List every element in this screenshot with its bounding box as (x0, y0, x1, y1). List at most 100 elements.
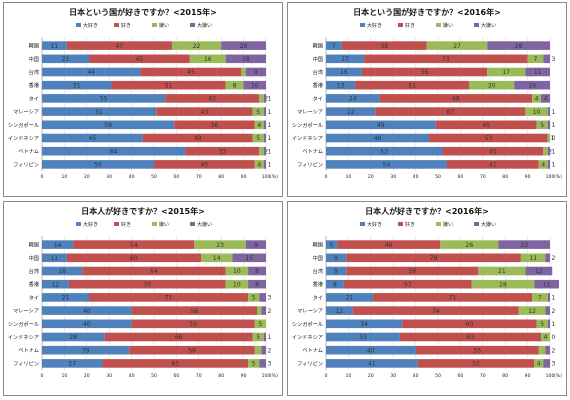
data-label: 10 (233, 281, 241, 288)
data-label: 4 (257, 162, 261, 169)
data-label: 34 (360, 321, 368, 328)
legend-swatch-daisuki (360, 23, 365, 27)
bar-segment-daisuki (326, 133, 430, 143)
category-label: タイ (29, 94, 39, 102)
data-label: 50 (94, 162, 102, 169)
x-tick-label: 0 (41, 174, 44, 180)
bar-segment-daikirai (543, 359, 550, 368)
legend-swatch-daisuki (360, 222, 365, 226)
data-label: 39 (82, 347, 90, 354)
bar-segment-daikirai (263, 160, 266, 169)
bar-segment-daisuki (326, 279, 344, 289)
data-label: 46 (374, 135, 382, 142)
bar-segment-daikirai (263, 332, 266, 342)
bar-segment-kirai (254, 120, 264, 130)
bar-segment-daisuki (42, 279, 69, 289)
chart-title: 日本という国が好きですか？<2016年> (353, 7, 501, 17)
data-label: 15 (245, 255, 253, 262)
bar-segment-suki (337, 240, 441, 249)
chart-title: 日本という国が好きですか？<2015年> (69, 7, 217, 17)
data-label: 8 (233, 82, 237, 89)
category-label: タイ (29, 293, 39, 301)
category-label: フィリピン (297, 360, 323, 367)
data-label: 3 (552, 361, 556, 368)
bar-segment-daikirai (221, 41, 266, 50)
bar-segment-kirai (248, 293, 260, 302)
x-tick-label: 40 (129, 174, 135, 180)
x-tick-label: 20 (84, 174, 90, 180)
data-label: 56 (421, 69, 429, 76)
bar-segment-kirai (241, 67, 246, 77)
data-label: 60 (130, 255, 138, 262)
data-label: 54 (130, 242, 138, 249)
data-label: 1 (552, 122, 556, 129)
data-label: 8 (333, 281, 337, 288)
data-label: 36 (211, 122, 219, 129)
bar-segment-kirai (201, 253, 233, 263)
bar-segment-suki (343, 279, 472, 289)
bar-segment-daisuki (42, 306, 132, 315)
data-label: 38 (380, 43, 388, 50)
data-label: 60 (466, 321, 474, 328)
bar-segment-suki (435, 120, 537, 130)
data-label: 24 (349, 96, 357, 103)
bar-segment-kirai (536, 120, 548, 130)
data-label: 27 (453, 43, 461, 50)
bar-segment-daikirai (547, 293, 550, 302)
bar-segment-kirai (259, 94, 264, 103)
legend-swatch-suki (398, 222, 403, 226)
data-label: 2 (548, 148, 552, 155)
legend-swatch-suki (114, 23, 119, 27)
bar-segment-daisuki (42, 146, 186, 156)
category-label: マレーシア (297, 109, 323, 116)
bar-segment-kirai (541, 332, 550, 342)
bar-segment-kirai (254, 160, 264, 169)
x-tick-label: 0 (41, 373, 44, 379)
legend-swatch-daikirai (474, 222, 479, 226)
bar-segment-kirai (532, 94, 542, 103)
x-tick-label: 40 (129, 373, 135, 379)
bar-segment-kirai (520, 253, 546, 263)
data-label: 5 (330, 242, 334, 249)
data-label: 4 (544, 96, 548, 103)
data-label: 7 (538, 295, 542, 302)
data-label: 59 (408, 268, 416, 275)
legend-label-daisuki: 大好き (367, 22, 382, 29)
bar-segment-suki (373, 293, 533, 302)
legend-swatch-daikirai (190, 23, 195, 27)
bar-segment-kirai (225, 279, 249, 289)
data-label: 1 (552, 109, 556, 116)
bar-segment-kirai (426, 41, 488, 50)
bar-segment-suki (417, 359, 535, 368)
category-label: マレーシア (13, 109, 39, 116)
bar-segment-suki (111, 80, 226, 90)
data-label: 51 (165, 82, 173, 89)
data-label: 56 (188, 347, 196, 354)
bar-segment-daikirai (543, 54, 550, 64)
data-label: 52 (472, 361, 480, 368)
data-label: 22 (347, 109, 355, 116)
legend-label-daikirai: 大嫌い (197, 22, 212, 29)
bar-segment-kirai (538, 160, 548, 169)
data-label: 12 (528, 308, 536, 315)
bar-segment-daisuki (42, 345, 130, 355)
data-label: 5 (256, 334, 260, 341)
category-label: マレーシア (13, 308, 39, 315)
data-label: 4 (257, 122, 261, 129)
data-label: 11 (543, 281, 551, 288)
legend-label-kirai: 嫌い (159, 22, 169, 29)
category-label: 台湾 (29, 267, 39, 275)
chart-panel-country-2015: 日本という国が好きですか？<2015年> 大好き 好き 嫌い 大嫌い 0 10 20 30 40 5… (3, 2, 283, 197)
bar-segment-daisuki (42, 253, 67, 263)
bar-segment-suki (89, 54, 190, 64)
bar-segment-kirai (252, 107, 264, 116)
bar-segment-suki (165, 94, 260, 103)
bar-segment-suki (129, 345, 255, 355)
x-tick-label: 0 (325, 373, 328, 379)
bar-segment-daikirai (245, 67, 266, 77)
data-label: 11 (50, 255, 58, 262)
category-label: フィリピン (13, 161, 39, 168)
data-label: 3 (268, 295, 272, 302)
data-label: 56 (190, 308, 198, 315)
category-label: 香港 (313, 280, 324, 288)
